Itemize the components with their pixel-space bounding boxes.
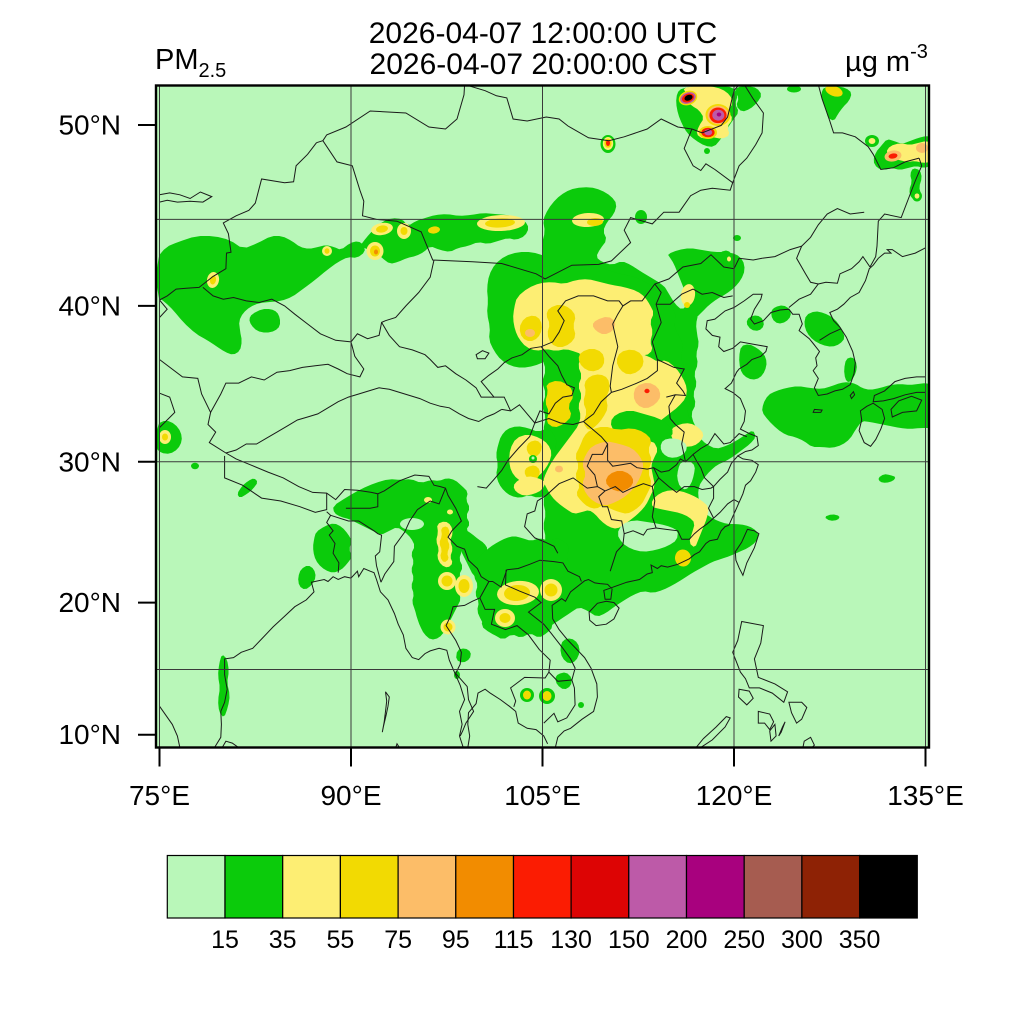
svg-text:75: 75: [384, 926, 412, 954]
svg-text:55: 55: [326, 926, 354, 954]
svg-text:300: 300: [781, 926, 823, 954]
svg-text:200: 200: [666, 926, 708, 954]
svg-text:40°N: 40°N: [58, 290, 121, 321]
svg-text:150: 150: [608, 926, 650, 954]
svg-text:30°N: 30°N: [58, 446, 121, 477]
svg-text:µg m-3: µg m-3: [845, 41, 928, 78]
svg-text:130: 130: [550, 926, 592, 954]
svg-text:90°E: 90°E: [320, 780, 381, 811]
svg-text:115: 115: [494, 926, 534, 954]
svg-text:120°E: 120°E: [696, 780, 773, 811]
svg-text:10°N: 10°N: [58, 719, 121, 750]
svg-text:2026-04-07 20:00:00 CST: 2026-04-07 20:00:00 CST: [370, 48, 717, 81]
svg-text:15: 15: [211, 926, 239, 954]
svg-text:20°N: 20°N: [58, 587, 121, 618]
svg-text:350: 350: [839, 926, 881, 954]
svg-text:75°E: 75°E: [129, 780, 190, 811]
svg-text:250: 250: [723, 926, 765, 954]
svg-text:35: 35: [269, 926, 297, 954]
svg-text:2026-04-07 12:00:00 UTC: 2026-04-07 12:00:00 UTC: [369, 17, 718, 50]
svg-text:95: 95: [442, 926, 470, 954]
svg-text:135°E: 135°E: [887, 780, 964, 811]
svg-text:50°N: 50°N: [58, 110, 121, 141]
svg-text:105°E: 105°E: [504, 780, 581, 811]
